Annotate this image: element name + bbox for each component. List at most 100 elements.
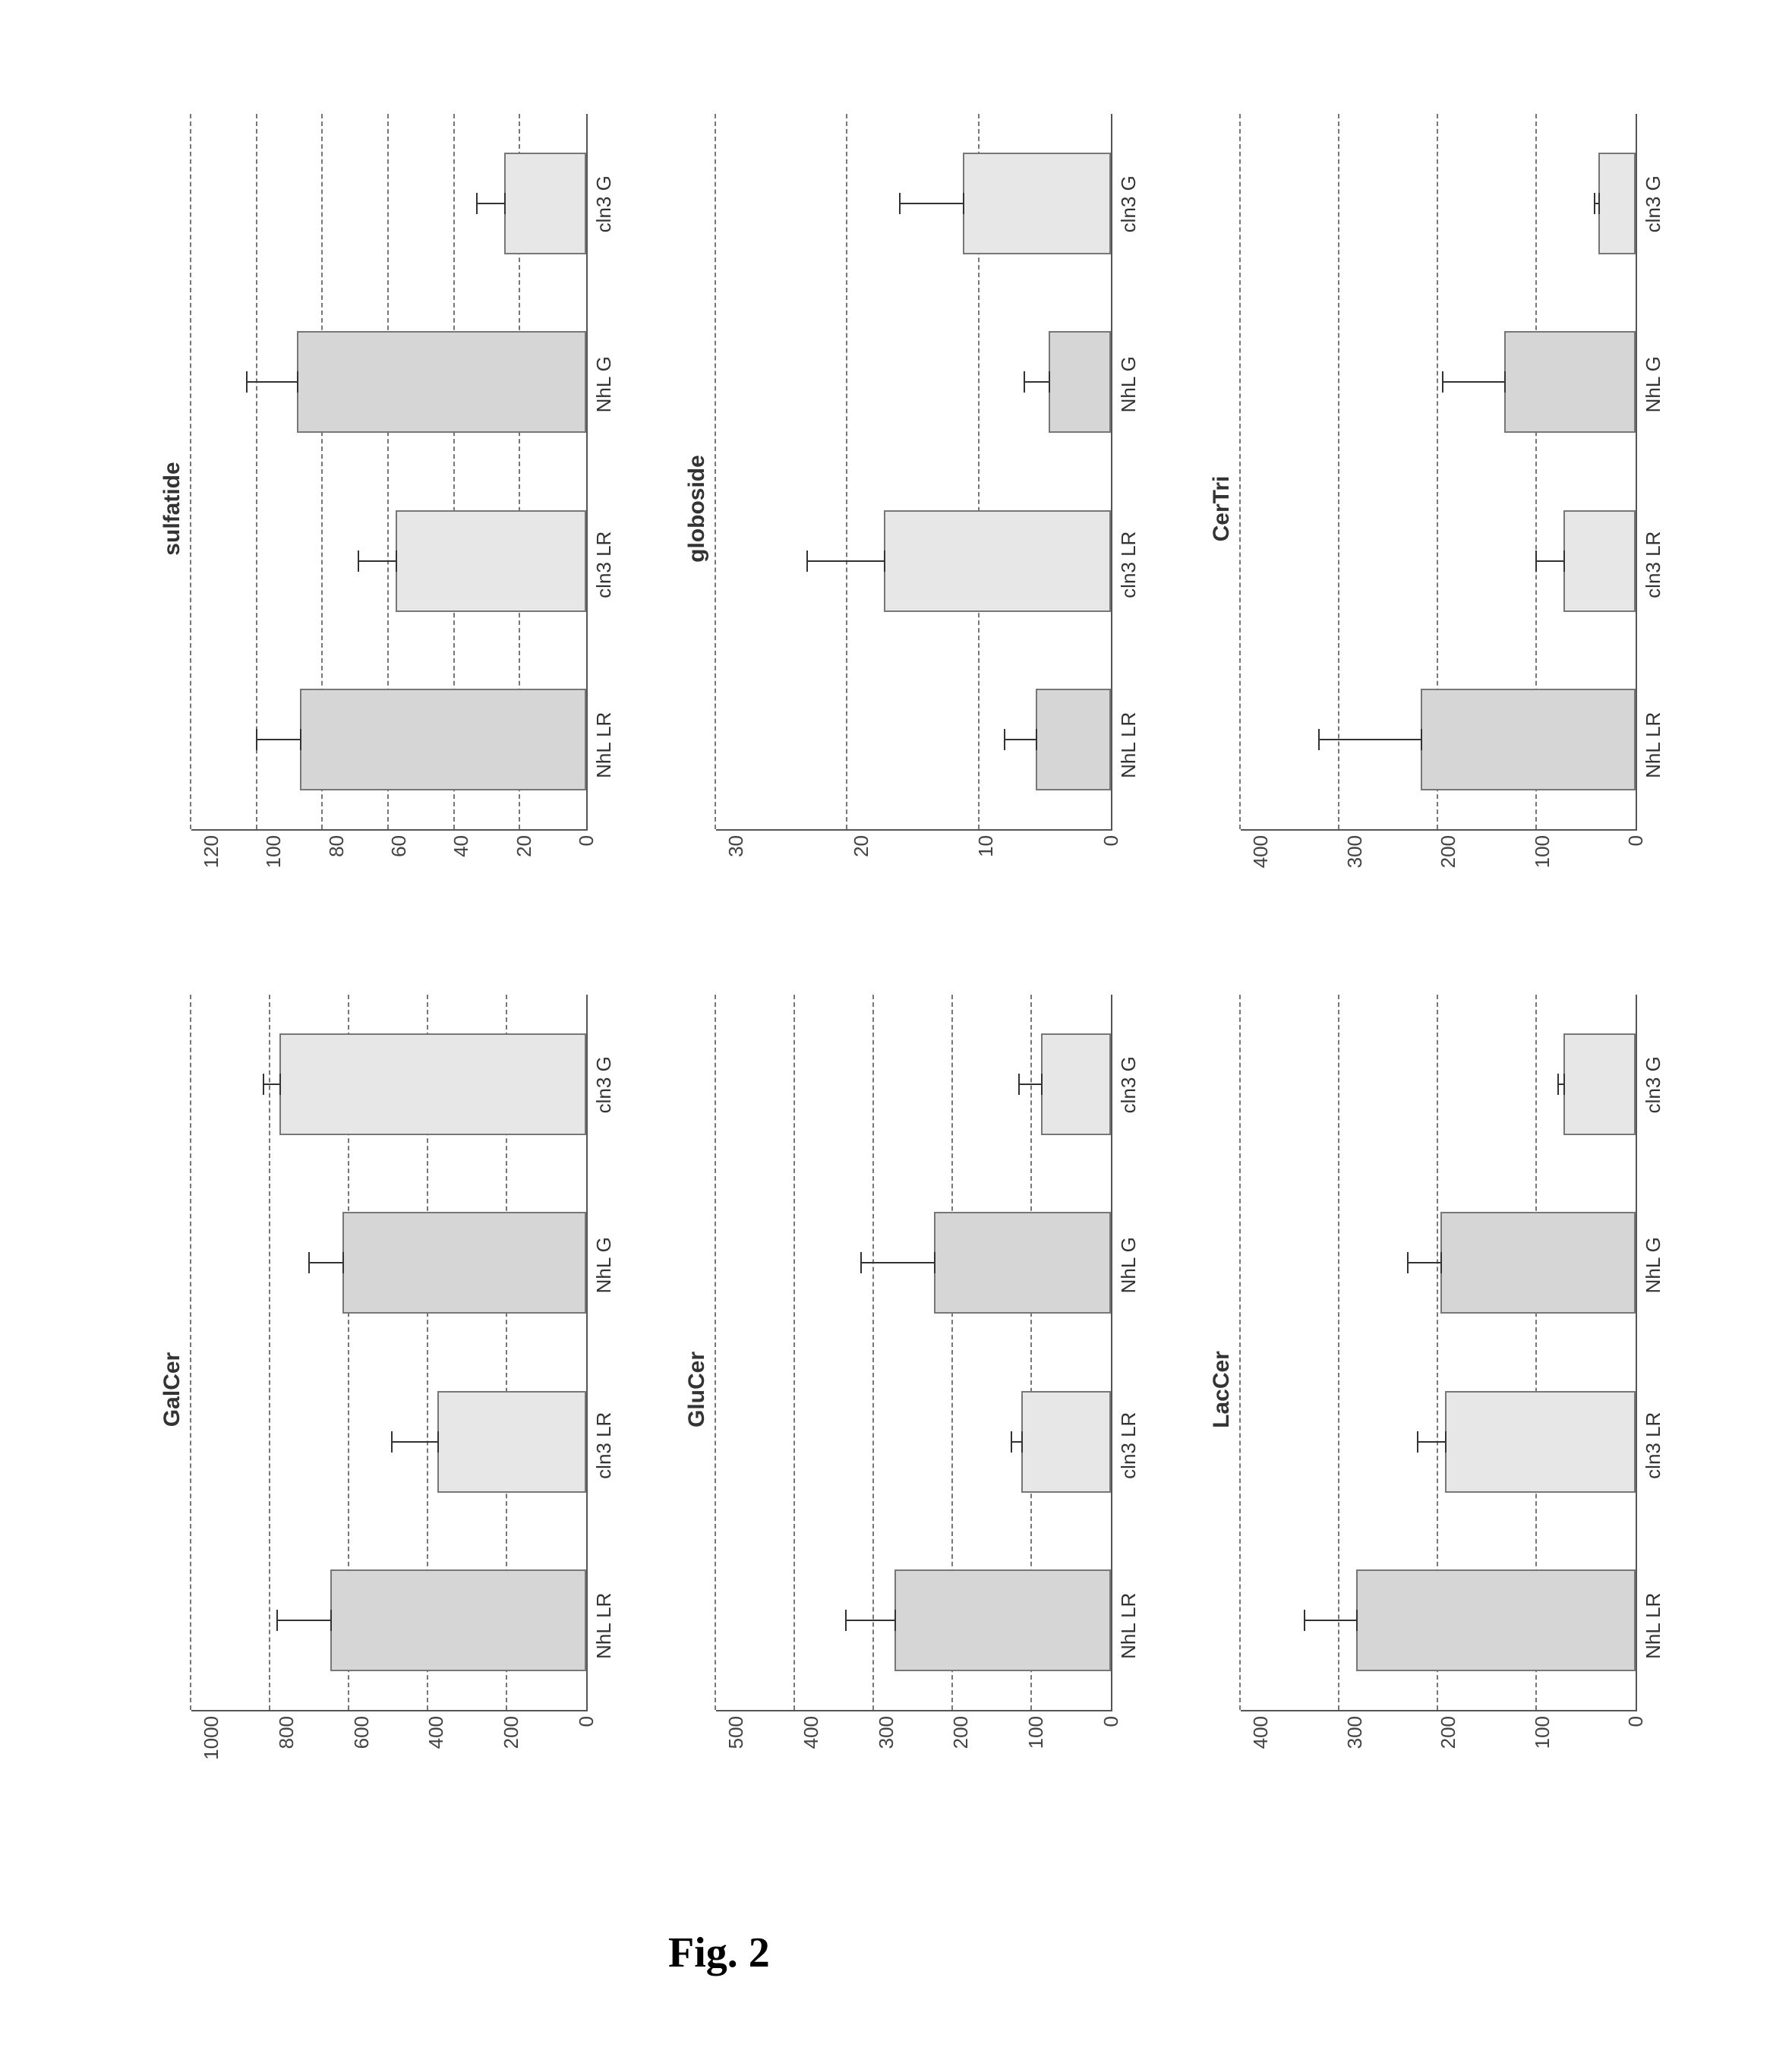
error-stem <box>1304 1620 1358 1621</box>
y-tick: 400 <box>426 1716 446 1749</box>
x-label: NhL G <box>1642 1175 1665 1356</box>
error-bar <box>1304 1610 1358 1631</box>
error-cap-top <box>1535 550 1537 572</box>
error-bar <box>806 550 885 572</box>
y-tick: 300 <box>876 1716 896 1749</box>
y-tick: 200 <box>1438 835 1458 868</box>
error-bar <box>1442 371 1506 393</box>
chart-certri: CerTri0100200300400NhL LRcln3 LRNhL Gcln… <box>1209 114 1665 904</box>
chart-globoside: globoside0102030NhL LRcln3 LRNhL Gcln3 G <box>684 114 1141 904</box>
bars <box>1241 114 1636 829</box>
error-cap-top <box>263 1074 264 1095</box>
error-bar <box>1018 1074 1042 1095</box>
error-cap-top <box>1011 1431 1012 1453</box>
error-stem <box>1442 381 1506 383</box>
error-cap-bottom <box>1563 1074 1565 1095</box>
y-tick: 400 <box>1251 835 1270 868</box>
y-tick: 200 <box>951 1716 970 1749</box>
x-label: NhL LR <box>592 655 616 836</box>
y-tick: 1000 <box>201 1716 221 1760</box>
bar-slot <box>191 1174 586 1353</box>
x-label: NhL LR <box>1117 655 1141 836</box>
y-tick: 40 <box>451 835 471 857</box>
bar-slot <box>1241 472 1636 651</box>
error-cap-bottom <box>1021 1431 1023 1453</box>
error-stem <box>1024 381 1050 383</box>
x-label: cln3 LR <box>592 475 616 655</box>
y-tick: 60 <box>389 835 409 857</box>
error-cap-top <box>276 1610 278 1631</box>
error-stem <box>358 560 397 562</box>
error-cap-bottom <box>934 1252 935 1273</box>
y-tick: 10 <box>976 835 995 857</box>
error-stem <box>899 203 965 204</box>
error-bar <box>263 1074 280 1095</box>
x-label: NhL LR <box>1117 1536 1141 1717</box>
error-cap-top <box>845 1610 847 1631</box>
error-cap-bottom <box>1440 1252 1442 1273</box>
error-cap-bottom <box>300 729 301 750</box>
bar <box>1598 153 1636 254</box>
error-stem <box>476 203 506 204</box>
error-cap-bottom <box>297 371 298 393</box>
bar-slot <box>1241 1352 1636 1531</box>
y-axis: 0100200300400 <box>1241 1711 1636 1784</box>
error-cap-top <box>358 550 359 572</box>
bar <box>342 1213 586 1314</box>
error-cap-top <box>246 371 248 393</box>
bar-slot <box>191 293 586 472</box>
bars <box>191 995 586 1710</box>
y-tick: 400 <box>801 1716 821 1749</box>
error-bar <box>1318 729 1422 750</box>
bar <box>1021 1391 1111 1493</box>
bar <box>1421 689 1636 791</box>
x-label: cln3 G <box>592 114 616 295</box>
plot-wrap: 0100200300400 <box>1241 114 1637 904</box>
bar-slot <box>1241 651 1636 830</box>
bar-slot <box>716 293 1111 472</box>
error-cap-top <box>1024 371 1025 393</box>
y-tick: 80 <box>327 835 346 857</box>
error-cap-bottom <box>437 1431 439 1453</box>
chart-title: CerTri <box>1209 114 1235 904</box>
error-bar <box>391 1431 438 1453</box>
y-tick: 300 <box>1345 1716 1365 1749</box>
bar-slot <box>716 472 1111 651</box>
error-cap-bottom <box>342 1252 344 1273</box>
error-bar <box>1557 1074 1565 1095</box>
chart-title: globoside <box>684 114 710 904</box>
bar-slot <box>1241 1174 1636 1353</box>
error-cap-top <box>1442 371 1443 393</box>
y-tick: 0 <box>576 835 596 846</box>
error-stem <box>276 1620 332 1621</box>
error-cap-top <box>860 1252 862 1273</box>
error-stem <box>1018 1084 1042 1085</box>
bar <box>884 510 1111 612</box>
chart-title: GluCer <box>684 995 710 1784</box>
y-axis: 0100200300400500 <box>716 1711 1111 1784</box>
x-label: cln3 LR <box>1642 475 1665 655</box>
bar-slot <box>191 472 586 651</box>
error-stem <box>391 1441 438 1443</box>
error-cap-top <box>256 729 257 750</box>
error-cap-top <box>1557 1074 1559 1095</box>
error-bar <box>308 1252 344 1273</box>
error-cap-bottom <box>1041 1074 1043 1095</box>
error-bar <box>256 729 302 750</box>
error-cap-bottom <box>1504 371 1506 393</box>
y-tick: 200 <box>501 1716 521 1749</box>
error-cap-bottom <box>894 1610 896 1631</box>
y-tick: 100 <box>1026 1716 1046 1749</box>
error-bar <box>845 1610 897 1631</box>
x-label: NhL G <box>592 1175 616 1356</box>
x-label: NhL LR <box>1642 655 1665 836</box>
error-stem <box>263 1084 280 1085</box>
y-tick: 500 <box>726 1716 746 1749</box>
x-label: NhL G <box>592 295 616 475</box>
y-tick: 0 <box>1626 1716 1645 1727</box>
bar <box>1563 510 1636 612</box>
bar-slot <box>1241 995 1636 1174</box>
bars <box>716 995 1111 1710</box>
y-tick: 300 <box>1345 835 1365 868</box>
bar <box>1049 332 1111 434</box>
